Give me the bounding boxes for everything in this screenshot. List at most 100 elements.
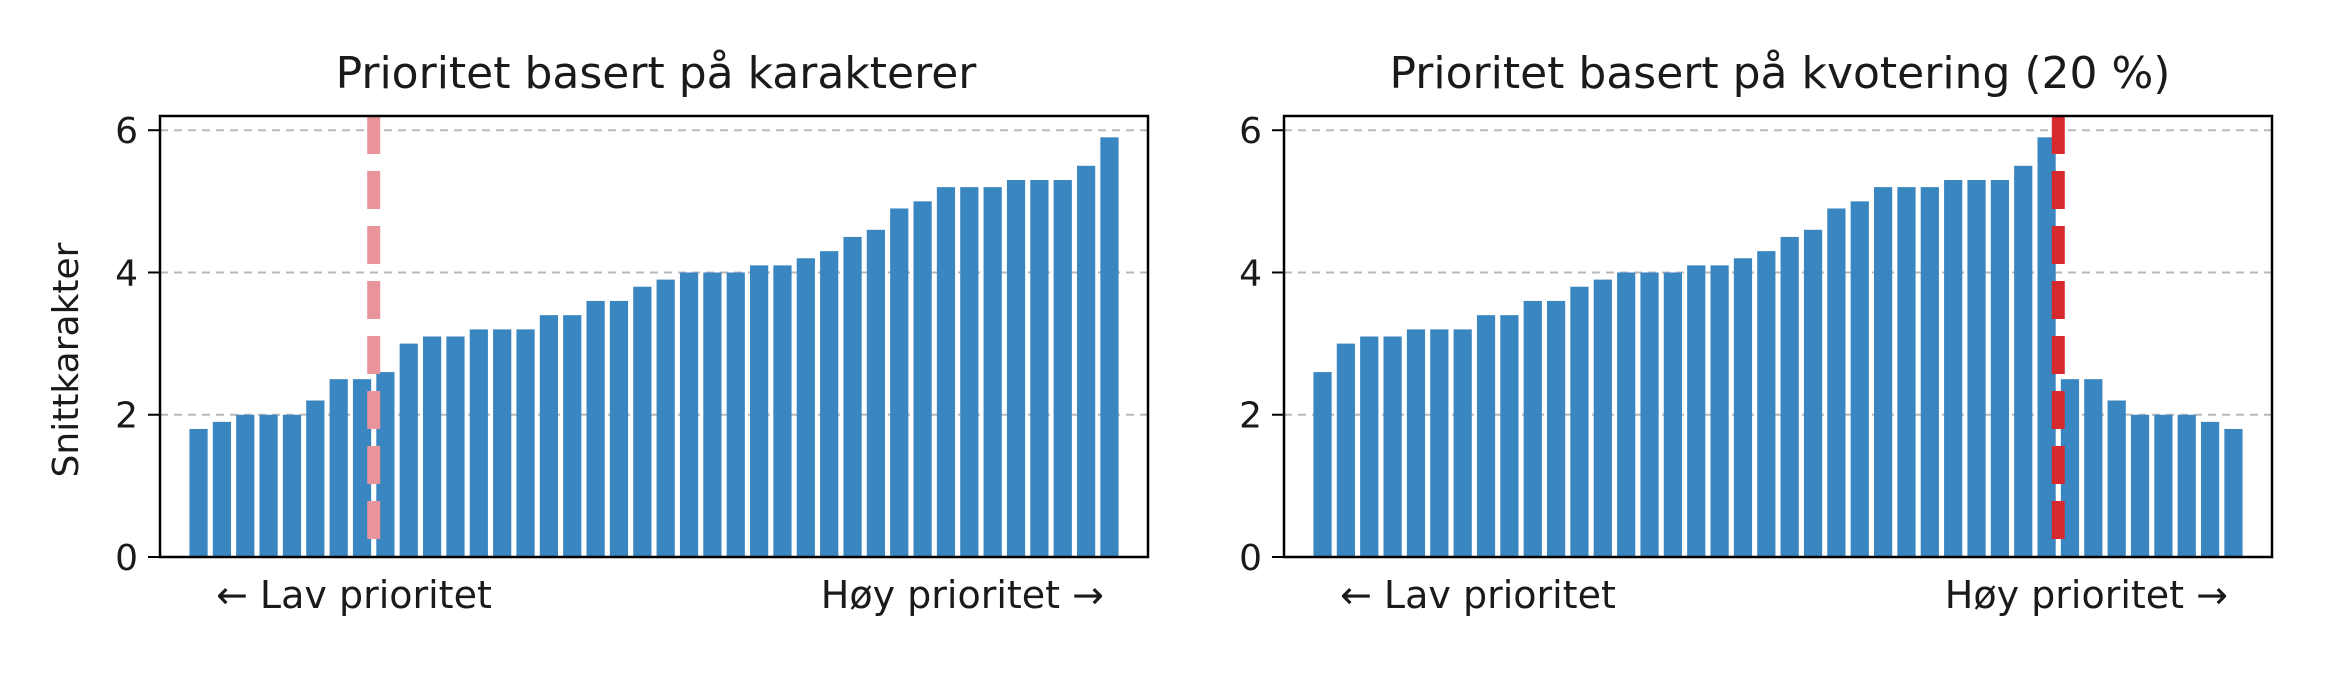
gridlines — [160, 129, 1148, 416]
bar — [633, 286, 652, 557]
bar — [376, 372, 395, 557]
bar — [1453, 329, 1472, 557]
bar — [1053, 180, 1072, 558]
bar — [1944, 180, 1963, 558]
chart-right: Prioritet basert på kvotering (20 %) ← L… — [1239, 48, 2274, 617]
bar — [1076, 165, 1096, 557]
bar — [960, 187, 979, 557]
bar — [236, 414, 255, 557]
bar — [2014, 165, 2033, 557]
bar — [936, 187, 956, 557]
bar — [2130, 414, 2150, 557]
bar — [1593, 279, 1612, 557]
bars — [189, 137, 1119, 558]
bar — [1803, 229, 1823, 557]
bar — [749, 265, 769, 557]
bar — [306, 400, 325, 557]
low-priority-label: ← Lav prioritet — [1340, 573, 1616, 617]
gridlines — [1284, 129, 2272, 416]
bar — [726, 272, 745, 557]
bar — [399, 343, 418, 557]
bar — [890, 208, 909, 557]
bar — [212, 421, 232, 557]
bar — [2037, 137, 2056, 557]
bar — [1780, 236, 1799, 557]
chart-left: Prioritet basert på karakterer Snittkara… — [46, 48, 1150, 617]
bar — [983, 187, 1002, 557]
bar — [469, 329, 488, 557]
bar — [2224, 428, 2243, 557]
bar — [703, 272, 722, 557]
y-tick-label: 0 — [1239, 538, 1262, 579]
bar — [609, 300, 629, 557]
bar — [1100, 137, 1119, 557]
bar — [1687, 265, 1706, 557]
y-ticks: 0 2 4 6 — [115, 111, 160, 579]
bar — [820, 251, 839, 558]
bar — [913, 201, 932, 557]
bar — [446, 336, 465, 557]
bar — [1827, 208, 1846, 557]
bar — [773, 265, 792, 557]
bar — [1406, 329, 1426, 557]
bar — [259, 414, 278, 557]
bar — [843, 236, 862, 557]
bar — [1757, 251, 1776, 558]
bar — [493, 329, 512, 557]
bar — [1030, 180, 1049, 558]
bar — [329, 379, 348, 557]
bar — [2200, 421, 2220, 557]
bar — [1360, 336, 1379, 557]
bar — [1570, 286, 1589, 557]
bar — [1006, 180, 1026, 558]
y-tick-label: 4 — [1239, 253, 1262, 294]
y-tick-label: 2 — [115, 396, 138, 437]
bar — [1617, 272, 1636, 557]
bar — [1663, 272, 1683, 557]
plot-frame — [158, 114, 1150, 559]
bar — [1476, 315, 1496, 557]
y-axis-label: Snittkarakter — [46, 242, 87, 477]
bar — [1313, 372, 1332, 557]
chart-title: Prioritet basert på karakterer — [336, 48, 978, 99]
bar — [1640, 272, 1659, 557]
bar — [352, 379, 372, 557]
bar — [1967, 180, 1986, 558]
bar — [1733, 258, 1753, 557]
bar — [866, 229, 886, 557]
y-tick-label: 2 — [1239, 396, 1262, 437]
bar — [1873, 187, 1893, 557]
bar — [1850, 201, 1869, 557]
y-tick-label: 4 — [115, 253, 138, 294]
bar — [2107, 400, 2126, 557]
y-tick-label: 0 — [115, 538, 138, 579]
y-tick-label: 6 — [1239, 111, 1262, 152]
bar — [1336, 343, 1356, 557]
bar — [2084, 379, 2103, 557]
bar — [422, 336, 442, 557]
y-ticks: 0 2 4 6 — [1239, 111, 1284, 579]
bar — [516, 329, 535, 557]
bar — [1710, 265, 1729, 557]
bar — [796, 258, 815, 557]
bar — [2154, 414, 2173, 557]
y-tick-label: 6 — [115, 111, 138, 152]
bar — [1990, 180, 2010, 558]
low-priority-label: ← Lav prioritet — [216, 573, 492, 617]
high-priority-label: Høy prioritet → — [1945, 573, 2228, 617]
bar — [1523, 300, 1542, 557]
bar — [2060, 379, 2080, 557]
bar — [282, 414, 302, 557]
bar — [1546, 300, 1566, 557]
high-priority-label: Høy prioritet → — [821, 573, 1104, 617]
bars — [1313, 137, 2243, 558]
bar — [1500, 315, 1519, 557]
bar — [656, 279, 675, 557]
bar — [679, 272, 699, 557]
bar — [1920, 187, 1939, 557]
chart-title: Prioritet basert på kvotering (20 %) — [1390, 48, 2171, 99]
bar — [586, 300, 605, 557]
bar — [539, 315, 559, 557]
bar — [2177, 414, 2196, 557]
